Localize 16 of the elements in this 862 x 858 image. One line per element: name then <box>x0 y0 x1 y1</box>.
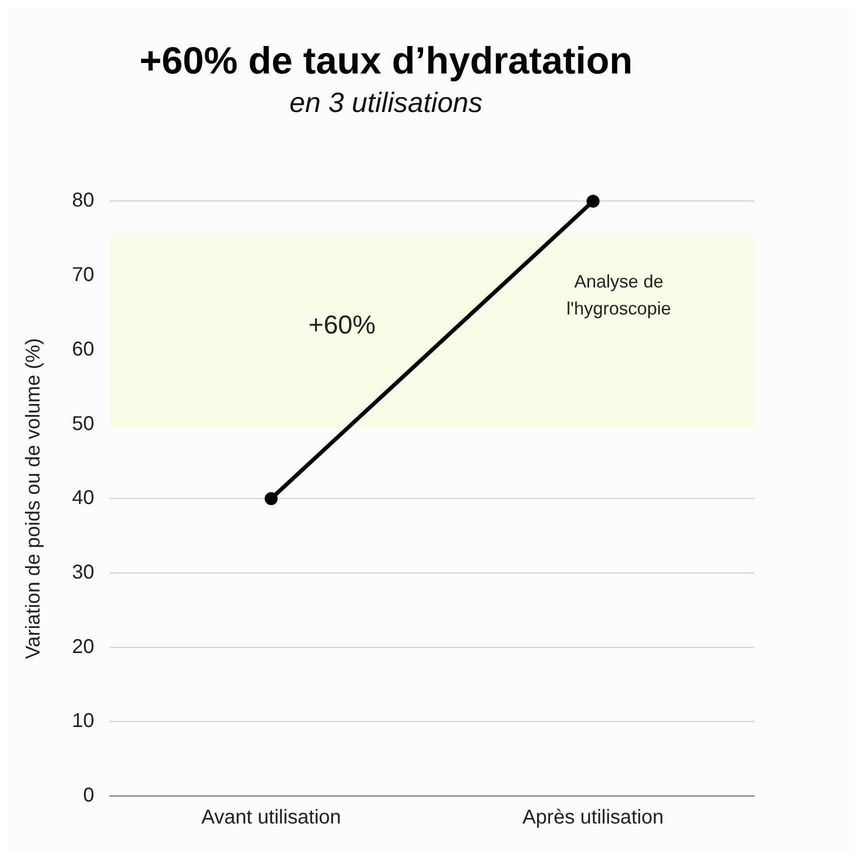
chart-subtitle: en 3 utilisations <box>289 87 483 118</box>
y-axis-title: Variation de poids ou de volume (%) <box>22 338 45 660</box>
y-tick-label: 50 <box>72 412 94 435</box>
y-tick-label: 70 <box>72 264 94 286</box>
chart-title: +60% de taux d’hydratation <box>139 40 633 82</box>
y-tick-label: 10 <box>72 710 94 732</box>
x-tick-label: Avant utilisation <box>201 806 342 829</box>
y-tick-label: 40 <box>72 487 94 510</box>
x-tick-label: Après utilisation <box>522 806 664 829</box>
y-tick-label: 30 <box>72 561 94 584</box>
y-tick-label: 60 <box>72 338 94 360</box>
band-label: Analyse de l'hygroscopie <box>566 272 672 319</box>
annotation: +60% <box>308 309 376 340</box>
y-tick-label: 80 <box>72 190 94 212</box>
y-tick-label: 0 <box>83 784 94 807</box>
y-tick-label: 20 <box>72 636 94 658</box>
